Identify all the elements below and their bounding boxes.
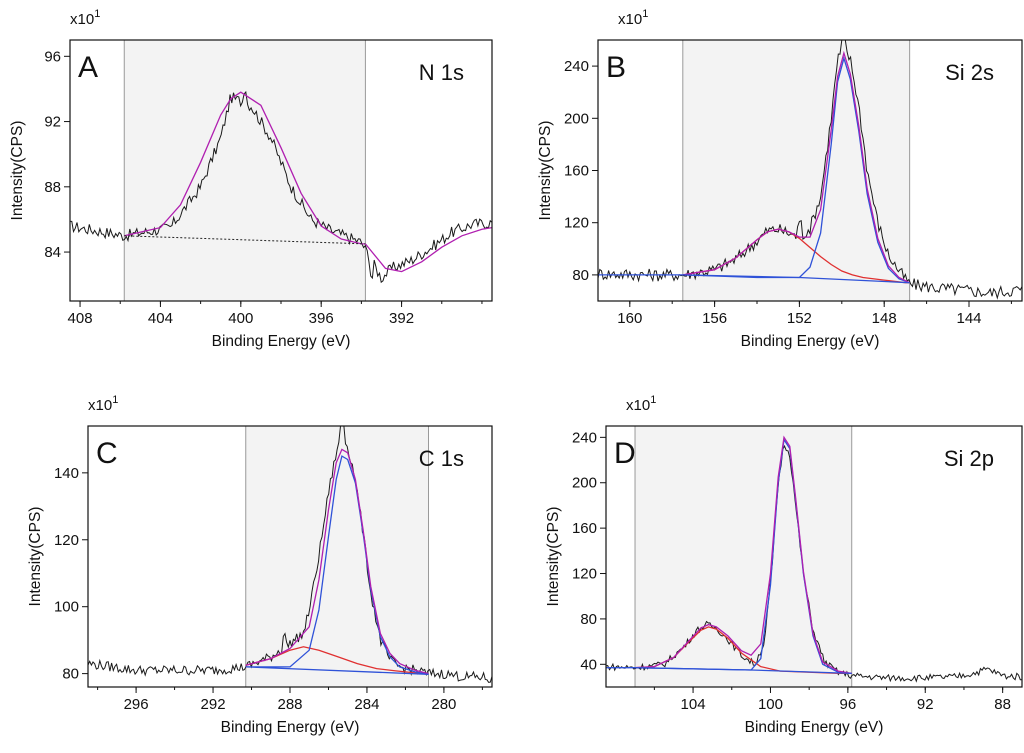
fit-region-shade [124, 40, 366, 301]
y-axis-label: Intensity(CPS) [27, 507, 44, 607]
raw-spectrum-line [605, 444, 1022, 683]
x-axis-label: Binding Energy (eV) [212, 333, 351, 350]
series-layer [605, 435, 1022, 683]
y-tick-label: 240 [564, 58, 589, 75]
x-tick-label: 148 [872, 310, 897, 327]
series-envelope-line [124, 91, 366, 245]
x-tick-label: 280 [431, 696, 456, 713]
x-tick-label: 144 [956, 310, 981, 327]
panel-d: 104 100 96 92 88 40 80 120 160 200 240 x101 D Si 2… [545, 394, 1023, 736]
series-layer [70, 90, 493, 284]
x-tick-label: 400 [228, 310, 253, 327]
panel-letter: B [606, 51, 626, 84]
y-tick-label: 92 [44, 114, 61, 131]
intensity-multiplier: x101 [88, 394, 118, 414]
x-tick-label: 160 [617, 310, 642, 327]
x-axis-label: Binding Energy (eV) [221, 719, 360, 736]
tick-layer: 104 100 96 92 88 40 80 120 160 200 240 [572, 429, 1011, 713]
x-tick-label: 296 [124, 696, 149, 713]
x-tick-label: 284 [354, 696, 379, 713]
panel-letter: C [96, 437, 118, 470]
y-tick-label: 80 [580, 611, 597, 628]
intensity-multiplier: x101 [626, 394, 656, 414]
series-fit-extension-line [364, 226, 493, 273]
y-tick-label: 160 [564, 163, 589, 180]
raw-spectrum-line [597, 39, 1023, 300]
x-tick-label: 156 [702, 310, 727, 327]
panel-letter: A [78, 51, 98, 84]
peak-label: Si 2s [945, 60, 994, 85]
series-background-line [598, 274, 910, 284]
y-tick-label: 96 [44, 48, 61, 65]
y-tick-label: 84 [44, 244, 61, 261]
series-layer [87, 425, 493, 683]
peak-label: C 1s [419, 446, 464, 471]
panel-a: 408 404 400 396 392 84 88 92 96 x101 A N 1s Bind… [9, 8, 493, 350]
panel-b: 160 156 152 148 144 80 120 160 200 240 x101 B Si … [537, 8, 1023, 350]
x-tick-label: 92 [917, 696, 934, 713]
y-tick-label: 200 [564, 110, 589, 127]
y-tick-label: 80 [572, 267, 589, 284]
x-axis-label: Binding Energy (eV) [745, 719, 884, 736]
x-tick-label: 292 [201, 696, 226, 713]
x-tick-label: 392 [389, 310, 414, 327]
peak-label: N 1s [419, 60, 464, 85]
y-tick-label: 80 [62, 666, 79, 683]
fit-region-shade [682, 40, 910, 301]
x-tick-label: 104 [681, 696, 706, 713]
y-tick-label: 120 [564, 215, 589, 232]
fit-region-shade [245, 426, 429, 687]
y-tick-label: 120 [572, 566, 597, 583]
x-tick-label: 88 [994, 696, 1011, 713]
y-tick-label: 100 [54, 599, 79, 616]
y-tick-label: 240 [572, 429, 597, 446]
y-tick-label: 120 [54, 532, 79, 549]
raw-spectrum-line [70, 90, 493, 284]
tick-layer: 296 292 288 284 280 80 100 120 140 [54, 465, 483, 713]
y-axis-label: Intensity(CPS) [545, 507, 562, 607]
intensity-multiplier: x101 [618, 8, 648, 28]
y-axis-label: Intensity(CPS) [537, 121, 554, 221]
series-component-2-line [245, 455, 429, 675]
series-envelope-line [245, 448, 429, 675]
panel-letter: D [614, 437, 636, 470]
x-tick-label: 288 [277, 696, 302, 713]
x-tick-label: 408 [68, 310, 93, 327]
plot-frame [605, 425, 1023, 688]
y-axis-label: Intensity(CPS) [9, 121, 26, 221]
y-tick-label: 200 [572, 475, 597, 492]
raw-spectrum-line [87, 425, 493, 683]
x-tick-label: 396 [309, 310, 334, 327]
x-tick-label: 404 [148, 310, 173, 327]
series-envelope-line [634, 435, 852, 675]
y-tick-label: 88 [44, 179, 61, 196]
series-background-line [245, 666, 429, 675]
x-tick-label: 96 [840, 696, 857, 713]
y-tick-label: 160 [572, 520, 597, 537]
series-background-line [124, 235, 366, 245]
x-tick-label: 100 [758, 696, 783, 713]
x-tick-label: 152 [787, 310, 812, 327]
series-layer [597, 39, 1023, 300]
series-component-1-line [245, 646, 429, 675]
fit-region-shade [635, 426, 852, 687]
y-tick-label: 40 [580, 656, 597, 673]
series-component-2-line [682, 55, 910, 284]
tick-layer: 408 404 400 396 392 84 88 92 96 [44, 48, 483, 327]
panel-c: 296 292 288 284 280 80 100 120 140 x101 C C 1s B… [27, 394, 493, 736]
y-tick-label: 140 [54, 465, 79, 482]
series-envelope-line [682, 50, 910, 284]
peak-label: Si 2p [944, 446, 994, 471]
series-background-line [606, 667, 852, 675]
tick-layer: 160 156 152 148 144 80 120 160 200 240 [564, 58, 1012, 327]
x-axis-label: Binding Energy (eV) [741, 333, 880, 350]
intensity-multiplier: x101 [70, 8, 100, 28]
